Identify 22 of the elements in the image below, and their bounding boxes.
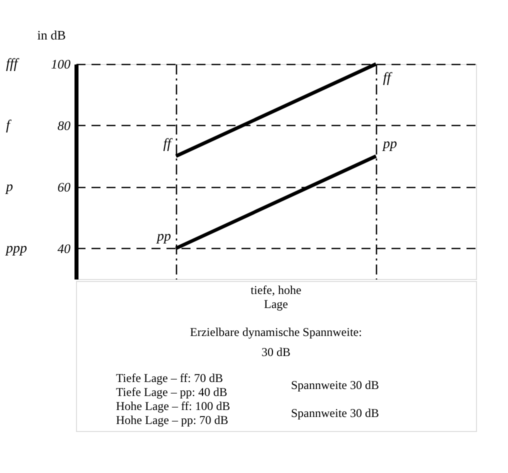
y-axis-title: in dB [37,28,66,42]
y-tick-label: 100 [51,56,71,72]
text: p [5,180,13,195]
y-tick-label: 60 [58,179,71,194]
text: Erzielbare dynamische Spannweite: [190,325,362,339]
y-tick-label: 80 [58,118,71,133]
text: ff [383,71,391,86]
text: f [6,118,12,134]
text: Spannweite 30 dB [291,406,379,420]
text: Hohe Lage – ff: 100 dB [116,399,230,413]
y-tick-label: 40 [58,240,71,256]
text: pp [383,137,397,152]
text: Hohe Lage – pp: 70 dB [116,413,228,427]
text: 30 dB [261,345,291,359]
text: Tiefe Lage – ff: 70 dB [116,371,223,385]
series-label: pp [156,229,171,244]
text: tiefe, hohe Lage [250,283,302,311]
text: Tiefe Lage – pp: 40 dB [116,385,228,399]
text: fff [6,57,20,72]
text: Spannweite 30 dB [291,378,379,392]
text: ppp [5,241,27,256]
series-label: ff [163,137,174,152]
